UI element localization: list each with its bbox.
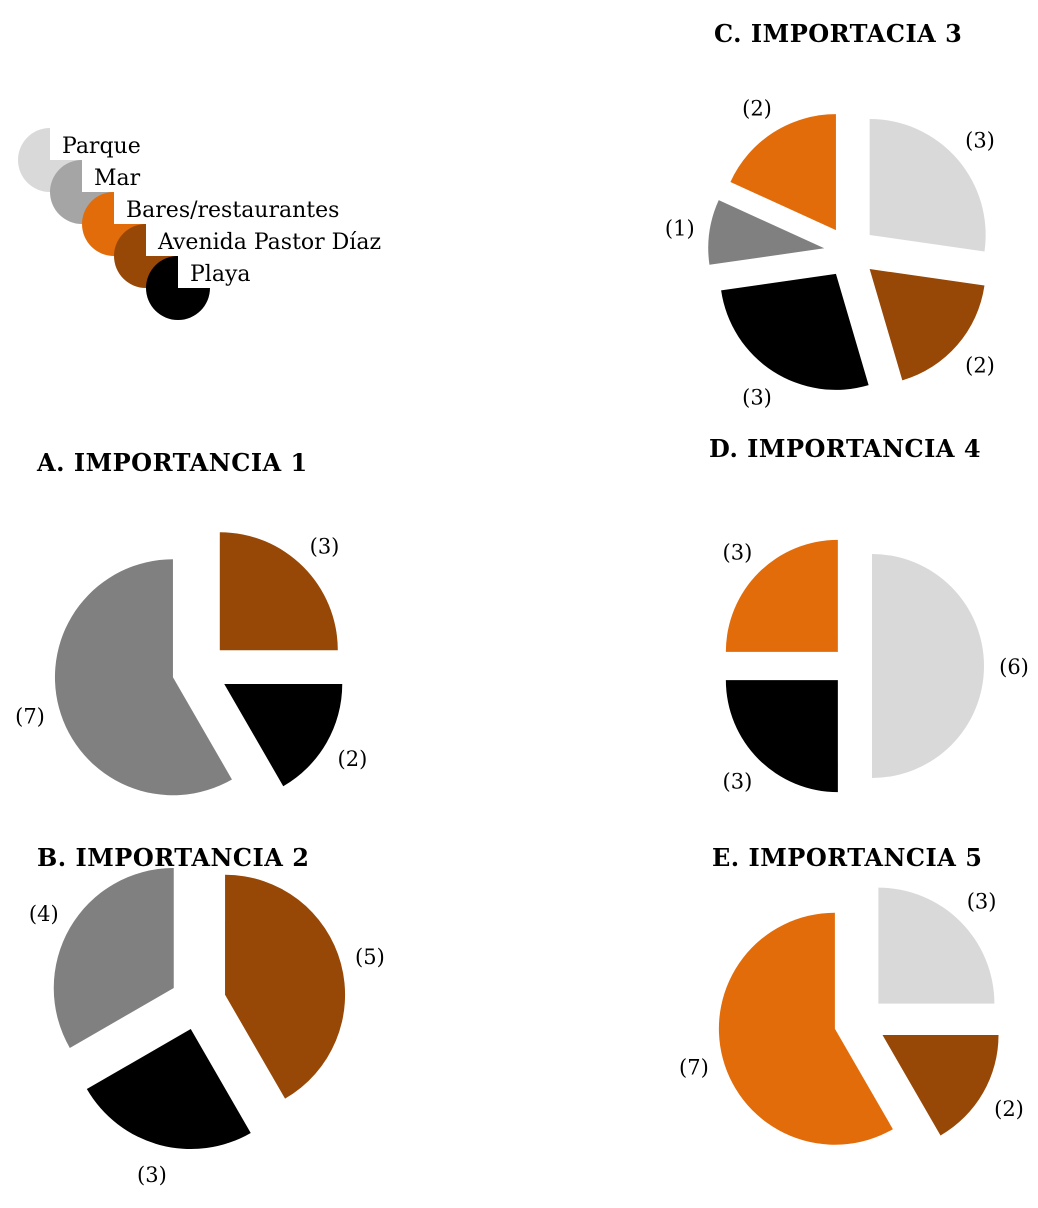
pie-chart-b: (5) (3) (4) [29,868,385,1187]
pie-slice-e-avenida-pastor-diaz [882,1035,999,1136]
pie-chart-c: (3) (2) (3) (1) (2) [665,96,995,409]
pie-slice-e-parque [878,887,995,1004]
chart-title-a: A. IMPORTANCIA 1 [37,448,308,477]
legend-label-mar: Mar [94,166,141,191]
chart-title-b: B. IMPORTANCIA 2 [37,843,310,872]
legend-label-avenida-pastor-diaz: Avenida Pastor Díaz [157,230,381,255]
data-label-e-parque: (3) [967,889,997,913]
data-label-c-parque: (3) [965,128,995,152]
legend-items: Parque Mar Bares/restaurantes Avenida Pasto… [18,128,381,320]
data-label-c-playa: (3) [742,386,772,410]
data-label-a-mar: (7) [15,705,45,729]
data-label-d-playa: (3) [723,770,753,794]
pie-slice-a-playa [224,684,343,787]
pie-slice-a-mar [54,559,232,796]
pie-slice-c-bares-restaurantes [730,114,836,231]
chart-title-e: E. IMPORTANCIA 5 [712,843,983,872]
chart-title-d: D. IMPORTANCIA 4 [709,434,982,463]
pie-slice-d-bares-restaurantes [725,539,838,652]
pie-slice-b-avenida-pastor-diaz [225,874,346,1099]
pie-slice-d-playa [725,680,838,793]
pie-chart-d: (6) (3) (3) [723,539,1029,794]
pie-slice-b-mar [53,868,174,1048]
data-label-c-mar: (1) [665,217,695,241]
data-label-b-avenida-pastor-diaz: (5) [355,945,385,969]
legend-label-playa: Playa [190,262,251,287]
pie-slice-c-avenida-pastor-diaz [869,269,985,381]
pie-slice-c-parque [869,118,986,252]
data-label-b-mar: (4) [29,902,59,926]
chart-title-c: C. IMPORTACIA 3 [714,19,963,48]
data-label-d-parque: (6) [999,655,1029,679]
data-label-e-avenida-pastor-diaz: (2) [994,1097,1024,1121]
data-label-d-bares-restaurantes: (3) [723,540,753,564]
pie-slice-b-playa [86,1029,251,1150]
data-label-c-avenida-pastor-diaz: (2) [965,354,995,378]
data-label-c-bares-restaurantes: (2) [742,96,772,120]
pie-slice-a-avenida-pastor-diaz [219,532,338,651]
pie-chart-e: (3) (2) (7) [679,887,1024,1145]
data-label-b-playa: (3) [137,1163,167,1187]
pie-slice-e-bares-restaurantes [718,912,893,1145]
pie-slice-d-parque [872,554,984,778]
data-label-a-playa: (2) [338,747,368,771]
pie-chart-a: (3) (2) (7) [15,532,368,796]
data-label-a-avenida-pastor-diaz: (3) [310,535,340,559]
legend-swatch-playa [146,256,210,320]
pie-slice-c-playa [721,273,869,390]
pie-slice-c-mar [708,200,825,265]
data-label-e-bares-restaurantes: (7) [679,1056,709,1080]
legend-label-bares-restaurantes: Bares/restaurantes [126,198,339,223]
legend-label-parque: Parque [62,134,141,159]
